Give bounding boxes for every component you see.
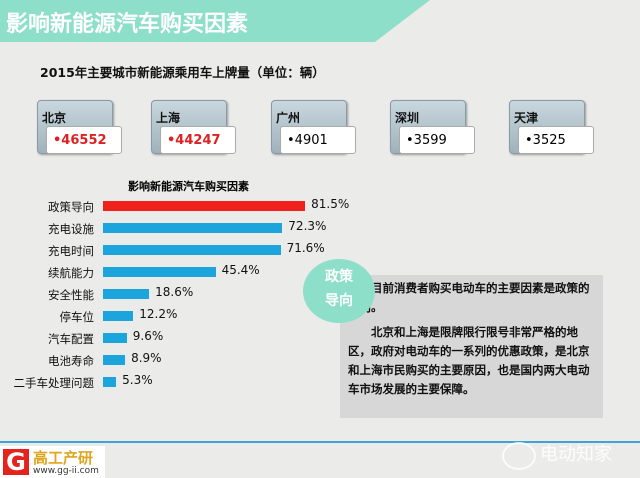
value-label: 71.6%: [286, 241, 325, 255]
bar: [103, 333, 127, 343]
chart-row: 政策导向 81.5%: [0, 196, 400, 216]
category-label: 政策导向: [48, 200, 94, 214]
bar: [103, 267, 216, 277]
city-name: 广州: [276, 111, 301, 125]
city-name: 北京: [42, 111, 67, 125]
category-label: 续航能力: [48, 266, 94, 280]
logo: G 高工产研 www.gg-ii.com: [0, 446, 105, 478]
logo-url: www.gg-ii.com: [33, 466, 99, 476]
bar: [103, 355, 126, 365]
value-label: 9.6%: [132, 329, 164, 343]
city-value: •4901: [280, 126, 356, 154]
chart-row: 电池寿命 8.9%: [0, 350, 400, 370]
chart-row: 续航能力 45.4%: [0, 262, 400, 282]
bar: [103, 289, 150, 299]
circle-line-2: 导向: [325, 293, 353, 309]
city-value: •44247: [160, 126, 236, 154]
city-value: •3525: [518, 126, 594, 154]
logo-mark: G: [3, 449, 29, 475]
value-label: 5.3%: [122, 373, 153, 387]
wechat-icon: [502, 442, 536, 470]
logo-text: 高工产研: [33, 449, 94, 467]
chart-row: 安全性能 18.6%: [0, 284, 400, 304]
category-label: 充电设施: [48, 222, 94, 236]
city-name: 上海: [156, 111, 181, 125]
note-paragraph-2: 北京和上海是限牌限行限号非常严格的地区，政府对电动车的一系列的优惠政策，是北京和…: [348, 325, 590, 396]
value-label: 45.4%: [221, 263, 260, 277]
chart-title: 影响新能源汽车购买因素: [128, 180, 249, 193]
watermark: 电动知家: [540, 444, 612, 465]
circle-line-1: 政策: [325, 269, 353, 285]
bar: [103, 245, 281, 255]
note-box: 目前消费者购买电动车的主要因素是政策的导向。 北京和上海是限牌限行限号非常严格的…: [340, 275, 603, 418]
city-name: 天津: [514, 111, 539, 125]
footer-divider: [0, 441, 640, 443]
value-label: 8.9%: [131, 351, 162, 365]
bar: [103, 201, 306, 211]
chart-row: 充电时间 71.6%: [0, 240, 400, 260]
value-label: 72.3%: [288, 219, 327, 233]
bar: [103, 223, 283, 233]
category-label: 停车位: [59, 310, 95, 324]
cities-subtitle: 2015年主要城市新能源乘用车上牌量（单位：辆）: [40, 65, 325, 80]
bar: [103, 377, 117, 387]
category-label: 二手车处理问题: [13, 376, 95, 390]
bar: [103, 311, 134, 321]
value-label: 18.6%: [155, 285, 194, 299]
value-label: 81.5%: [311, 197, 350, 211]
chart-row: 汽车配置 9.6%: [0, 328, 400, 348]
chart-row: 停车位 12.2%: [0, 306, 400, 326]
chart-row: 充电设施 72.3%: [0, 218, 400, 238]
category-label: 汽车配置: [48, 332, 94, 346]
category-label: 电池寿命: [48, 354, 94, 368]
city-name: 深圳: [395, 111, 420, 125]
category-label: 安全性能: [48, 288, 94, 302]
policy-circle: 政策 导向: [303, 259, 375, 323]
chart-row: 二手车处理问题 5.3%: [0, 372, 400, 392]
header-banner: 影响新能源汽车购买因素: [0, 0, 430, 42]
value-label: 12.2%: [139, 307, 178, 321]
city-value: •46552: [46, 126, 122, 154]
page-title: 影响新能源汽车购买因素: [6, 12, 249, 37]
city-value: •3599: [399, 126, 475, 154]
note-paragraph-1: 目前消费者购买电动车的主要因素是政策的导向。: [348, 281, 590, 314]
category-label: 充电时间: [48, 244, 94, 258]
